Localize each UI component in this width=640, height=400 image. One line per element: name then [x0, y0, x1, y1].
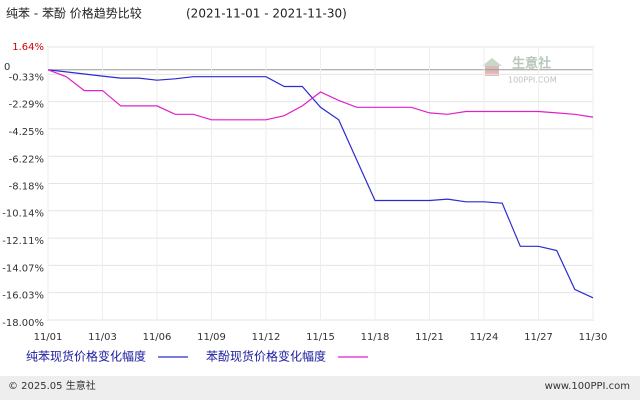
y-tick-label: -10.14% [2, 209, 44, 220]
y-tick-label: -12.11% [2, 236, 44, 247]
y-tick-label: -14.07% [2, 263, 44, 274]
x-tick-label: 11/30 [579, 332, 608, 343]
chart-title: 纯苯 - 苯酚 价格趋势比较 [6, 6, 142, 21]
y-tick-label: -0.33% [9, 72, 44, 83]
data-line [47, 69, 594, 121]
y-tick-label: -2.29% [9, 100, 44, 111]
watermark-site: 100PPI.COM [508, 76, 557, 85]
y-tick-label: -8.18% [9, 182, 44, 193]
y-tick-label: -4.25% [9, 127, 44, 138]
x-tick-label: 11/03 [88, 332, 117, 343]
watermark: 生意社 100PPI.COM [482, 56, 557, 85]
x-tick-label: 11/12 [252, 332, 281, 343]
x-tick-label: 11/15 [306, 332, 335, 343]
y-tick-label: -16.03% [2, 291, 44, 302]
legend-label: 纯苯现货价格变化幅度 [26, 349, 146, 364]
footer-right: www.100PPI.com [545, 381, 630, 392]
x-tick-label: 11/09 [197, 332, 226, 343]
x-tick-label: 11/06 [143, 332, 172, 343]
data-line [47, 69, 594, 299]
watermark-name: 生意社 [512, 56, 551, 72]
y-tick-label: 1.64% [12, 42, 44, 53]
y-tick-label: -18.00% [2, 318, 44, 329]
x-tick-label: 11/18 [361, 332, 390, 343]
chart-subtitle: (2021-11-01 - 2021-11-30) [186, 7, 347, 21]
footer-left: © 2025.05 生意社 [8, 379, 96, 392]
footer-bar [0, 376, 640, 400]
y-tick-label: -6.22% [9, 154, 44, 165]
zero-label: 0 [4, 62, 10, 73]
legend-label: 苯酚现货价格变化幅度 [206, 349, 326, 364]
x-tick-label: 11/27 [524, 332, 553, 343]
x-tick-label: 11/24 [470, 332, 499, 343]
x-tick-label: 11/01 [34, 332, 63, 343]
x-tick-label: 11/21 [415, 332, 444, 343]
